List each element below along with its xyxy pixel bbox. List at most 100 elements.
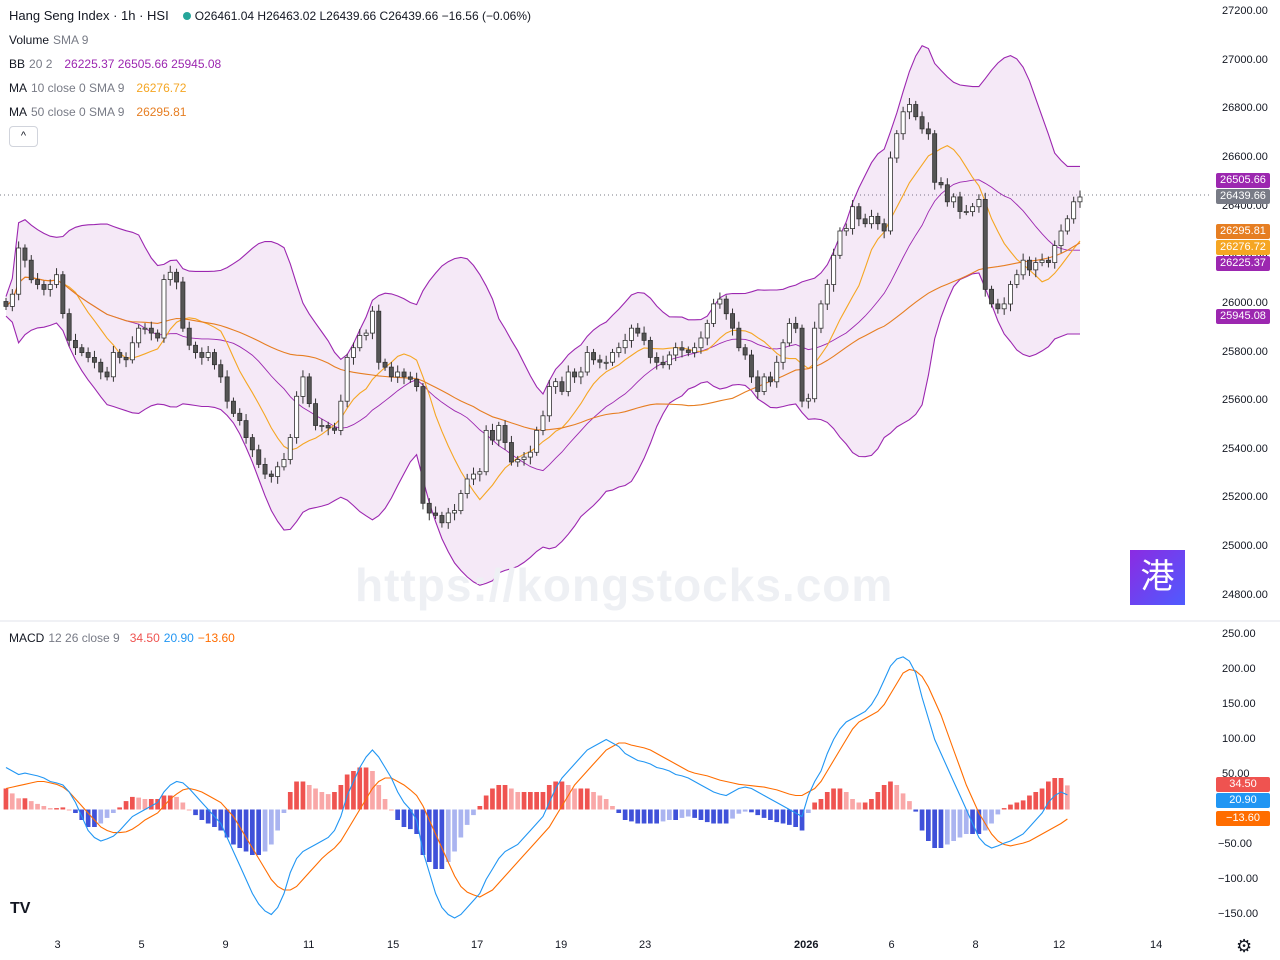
macd-histogram-bar [496, 785, 502, 810]
bb-legend-name: BB [9, 57, 26, 71]
candle-body [850, 206, 855, 229]
candle-body [92, 356, 97, 363]
candle-body [951, 196, 957, 203]
macd-histogram-bar [458, 809, 464, 838]
macd-histogram-bar [572, 788, 577, 810]
macd-histogram-bar [123, 801, 129, 810]
candle-body [647, 339, 653, 358]
candle-body [913, 104, 919, 118]
candle-body [673, 347, 679, 356]
macd-histogram-bar [54, 808, 59, 810]
macd-histogram-bar [1046, 781, 1051, 810]
macd-histogram-bar [736, 809, 742, 814]
candle-body [685, 349, 691, 353]
macd-histogram-bar [957, 809, 963, 838]
macd-legend[interactable]: MACD 12 26 close 9 34.50 20.90 −13.60 [9, 631, 239, 645]
candle-body [584, 352, 590, 373]
volume-legend[interactable]: Volume SMA 9 [9, 33, 92, 47]
candle-body [414, 378, 420, 387]
macd-histogram-bar [578, 788, 584, 810]
time-tick-label: 23 [639, 939, 652, 951]
macd-histogram-bar [622, 809, 628, 820]
macd-histogram-bar [976, 809, 982, 834]
candle-body [502, 425, 508, 443]
macd-histogram-bar [344, 774, 350, 810]
macd-histogram-bar [926, 809, 931, 841]
macd-histogram-bar [224, 809, 230, 838]
collapse-legend-button[interactable]: ^ [9, 126, 38, 147]
macd-tick-label: −50.00 [1218, 837, 1252, 850]
macd-histogram-bar [389, 809, 394, 811]
candle-body [47, 284, 53, 290]
macd-histogram-bar [546, 785, 552, 810]
ma50-legend[interactable]: MA 50 close 0 SMA 9 26295.81 [9, 105, 190, 119]
macd-histogram-bar [648, 809, 653, 824]
macd-histogram-bar [262, 809, 268, 852]
price-tag: 26439.66 [1216, 189, 1270, 205]
macd-histogram-bar [509, 788, 514, 810]
candle-body [426, 502, 432, 514]
time-tick-label: 19 [555, 939, 568, 951]
candle-body [666, 354, 672, 366]
macd-histogram-bar [824, 792, 830, 810]
candle-body [3, 301, 9, 307]
candle-body [938, 181, 944, 186]
time-tick-label: 17 [471, 939, 484, 951]
candle-body [155, 332, 161, 339]
macd-histogram-bar [433, 809, 438, 869]
candle-body [572, 371, 577, 378]
candle-body [597, 359, 603, 363]
candle-body [230, 400, 236, 414]
tradingview-logo[interactable]: TV [10, 900, 31, 917]
time-tick-label: 3 [54, 939, 61, 951]
macd-histogram-bar [919, 809, 925, 831]
candle-body [262, 463, 268, 475]
price-tick-label: 26000.00 [1222, 296, 1268, 309]
candle-body [635, 327, 641, 334]
candle-body [837, 230, 843, 256]
macd-histogram-bar [818, 799, 824, 810]
candle-body [458, 493, 464, 512]
macd-histogram-bar [755, 809, 761, 816]
brand-logo: 港 [1130, 550, 1185, 605]
ma10-legend[interactable]: MA 10 close 0 SMA 9 26276.72 [9, 81, 190, 95]
symbol-legend[interactable]: Hang Seng Index · 1h · HSI O26461.04 H264… [9, 9, 535, 24]
macd-histogram-bar [73, 809, 78, 813]
candle-body [723, 298, 729, 315]
candle-body [527, 451, 533, 458]
macd-histogram-bar [780, 809, 786, 824]
candle-body [831, 254, 837, 285]
candle-body [224, 376, 230, 402]
macd-histogram-bar [148, 799, 154, 810]
macd-histogram-bar [995, 809, 1001, 815]
macd-histogram-bar [774, 809, 780, 823]
time-tick-label: 8 [972, 939, 979, 951]
candle-body [117, 352, 123, 358]
time-tick-label: 2026 [794, 939, 819, 951]
macd-histogram-bar [483, 795, 489, 810]
gear-icon[interactable]: ⚙ [1236, 936, 1253, 956]
macd-histogram-bar [205, 809, 211, 824]
bb-legend[interactable]: BB 20 2 26225.37 26505.66 25945.08 [9, 57, 225, 71]
candle-body [881, 223, 887, 232]
macd-histogram-bar [464, 809, 470, 825]
candle-body [395, 371, 401, 378]
candle-body [515, 459, 521, 463]
price-tag: 26295.81 [1216, 223, 1270, 239]
price-tag: 34.50 [1216, 777, 1270, 793]
macd-tick-label: 150.00 [1222, 697, 1256, 710]
candle-body [445, 512, 451, 524]
candle-body [407, 376, 413, 380]
macd-histogram-bar [888, 781, 893, 810]
candle-body [35, 279, 40, 285]
macd-histogram-bar [603, 799, 609, 810]
time-tick-label: 5 [138, 939, 145, 951]
macd-histogram-bar [319, 792, 325, 810]
macd-histogram-bar [376, 785, 382, 810]
candle-body [824, 284, 830, 305]
volume-legend-name: Volume [9, 33, 50, 47]
candle-body [218, 364, 224, 378]
price-tag: 26225.37 [1216, 255, 1270, 271]
candle-body [793, 322, 799, 329]
